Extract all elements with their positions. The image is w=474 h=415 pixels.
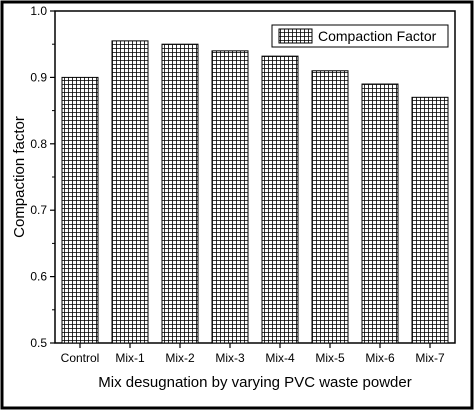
y-tick-label: 1.0 (30, 4, 47, 18)
legend-box (271, 24, 449, 48)
x-tick-label: Control (61, 351, 100, 365)
y-tick-label: 0.6 (30, 270, 47, 284)
bar (61, 76, 99, 344)
y-tick-label: 0.9 (30, 70, 47, 84)
x-axis: Control Mix-1 Mix-2 Mix-3 Mix-4 Mix-5 Mix-6 Mix… (61, 343, 445, 365)
legend-label: Compaction Factor (318, 28, 437, 44)
bar (161, 43, 199, 344)
bar (261, 55, 299, 344)
x-axis-title: Mix desugnation by varying PVC waste pow… (98, 374, 412, 391)
y-axis: 0.5 0.6 0.7 0.8 0.9 1.0 (30, 4, 55, 350)
x-tick-label: Mix-3 (215, 351, 245, 365)
bar (311, 70, 349, 344)
bar (111, 40, 149, 344)
bar (361, 83, 399, 344)
x-tick-label: Mix-5 (315, 351, 345, 365)
y-tick-label: 0.8 (30, 137, 47, 151)
y-tick-label: 0.5 (30, 336, 47, 350)
x-tick-label: Mix-7 (415, 351, 445, 365)
legend-swatch (278, 28, 313, 44)
x-tick-label: Mix-1 (115, 351, 145, 365)
x-tick-label: Mix-2 (165, 351, 195, 365)
bar (411, 96, 449, 344)
legend: Compaction Factor (271, 24, 449, 48)
y-tick-label: 0.7 (30, 203, 47, 217)
y-axis-title: Compaction factor (11, 116, 28, 238)
bars-group (61, 40, 449, 344)
x-tick-label: Mix-4 (265, 351, 295, 365)
bar (211, 50, 249, 344)
x-tick-label: Mix-6 (365, 351, 395, 365)
